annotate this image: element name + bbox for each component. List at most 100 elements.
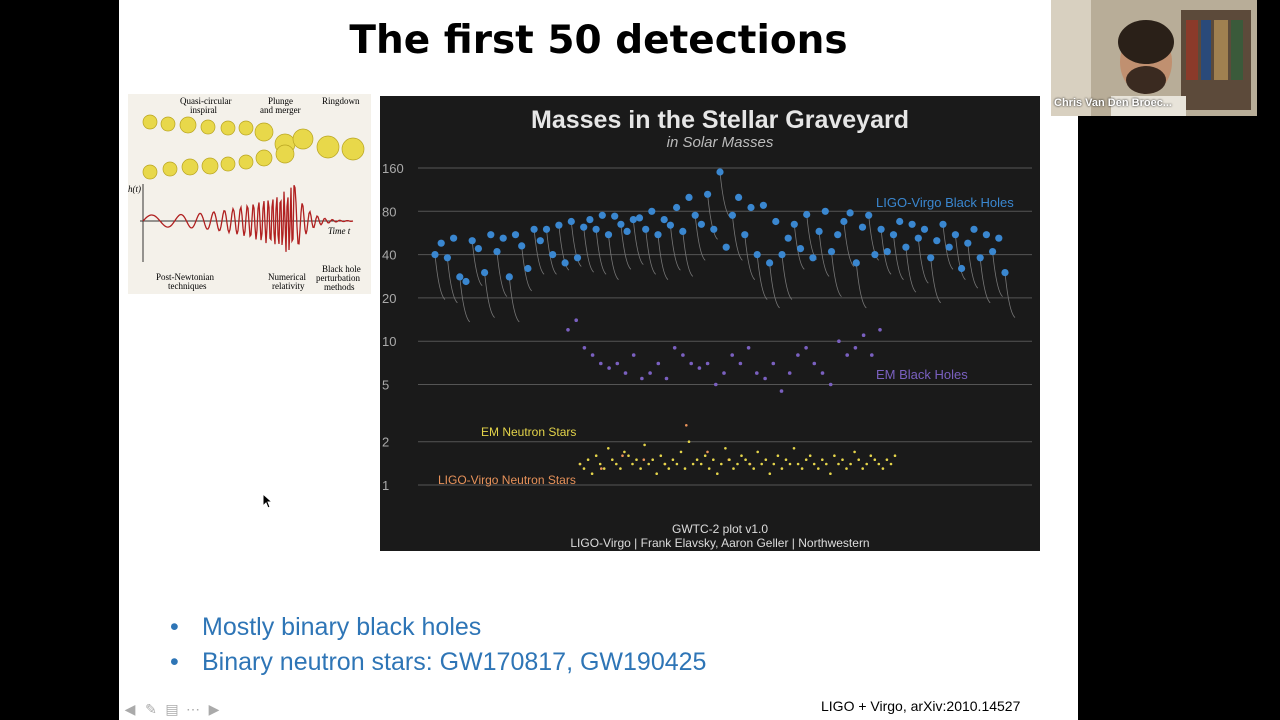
bullet-item: • Binary neutron stars: GW170817, GW19042… [170, 645, 706, 680]
point-em-neutron-stars-67 [849, 462, 852, 466]
merger-link [496, 251, 508, 297]
point-ligo-virgo-black-holes-37 [660, 216, 668, 224]
point-em-neutron-stars-20 [659, 454, 663, 458]
point-ligo-virgo-black-holes-2 [443, 254, 451, 262]
slide-title: The first 50 detections [349, 18, 848, 63]
merger-link [781, 254, 793, 300]
point-em-neutron-stars-28 [691, 462, 695, 466]
point-ligo-virgo-black-holes-78 [914, 234, 922, 242]
point-ligo-virgo-black-holes-70 [865, 211, 873, 219]
point-em-neutron-stars-33 [712, 458, 715, 462]
point-em-neutron-stars-18 [651, 458, 654, 462]
point-ligo-virgo-black-holes-4 [456, 273, 464, 281]
merger-link [447, 257, 458, 304]
point-ligo-virgo-black-holes-21 [561, 259, 569, 267]
point-ligo-virgo-black-holes-33 [635, 214, 644, 222]
point-em-neutron-stars-60 [821, 458, 824, 462]
point-em-black-holes-23 [755, 371, 759, 375]
merger-link [769, 262, 780, 309]
point-em-neutron-stars-24 [675, 462, 679, 466]
point-ligo-virgo-black-holes-77 [908, 220, 916, 228]
point-em-neutron-stars-75 [881, 467, 885, 470]
merger-link [992, 251, 1003, 297]
point-em-black-holes-4 [599, 361, 603, 366]
point-em-black-holes-15 [689, 361, 693, 366]
bullet-text: Mostly binary black holes [202, 613, 482, 641]
point-ligo-virgo-black-holes-60 [803, 210, 811, 219]
merger-link [843, 221, 855, 267]
point-em-neutron-stars-44 [756, 450, 759, 454]
point-em-neutron-stars-54 [796, 462, 800, 466]
binary-ball-4 [220, 120, 236, 136]
point-em-neutron-stars-43 [752, 467, 755, 470]
point-ligo-virgo-black-holes-14 [518, 242, 526, 250]
point-ligo-virgo-black-holes-53 [759, 201, 767, 209]
point-em-neutron-stars-2 [586, 458, 590, 462]
point-em-neutron-stars-5 [598, 462, 602, 466]
point-em-neutron-stars-72 [869, 454, 873, 458]
point-em-black-holes-36 [861, 333, 866, 337]
point-em-neutron-stars-16 [643, 443, 646, 447]
point-ligo-virgo-black-holes-1 [437, 239, 445, 247]
merger-link [744, 234, 756, 281]
point-ligo-virgo-black-holes-56 [778, 251, 786, 259]
point-ligo-virgo-black-holes-19 [549, 251, 557, 259]
nr-label-1: Numerical [268, 272, 306, 282]
point-em-black-holes-2 [582, 346, 587, 350]
point-ligo-virgo-neutron-stars-6 [706, 450, 709, 454]
prev-slide-icon[interactable]: ◀ [124, 701, 136, 717]
point-em-neutron-stars-39 [736, 462, 739, 466]
point-em-black-holes-20 [730, 353, 734, 357]
webcam-tile[interactable]: Chris Van Den Broec... [1051, 0, 1257, 116]
binary-ball-8 [292, 128, 314, 150]
point-em-neutron-stars-17 [647, 462, 650, 466]
point-ligo-virgo-black-holes-39 [673, 203, 681, 212]
point-ligo-virgo-black-holes-50 [741, 231, 749, 239]
point-ligo-virgo-black-holes-85 [958, 264, 966, 273]
point-ligo-virgo-black-holes-38 [666, 221, 674, 229]
point-ligo-virgo-black-holes-13 [511, 231, 520, 239]
point-em-neutron-stars-50 [780, 467, 784, 470]
chart-marks [431, 168, 1016, 476]
point-em-neutron-stars-35 [720, 462, 723, 466]
point-ligo-virgo-black-holes-88 [976, 254, 984, 262]
point-em-neutron-stars-40 [740, 454, 743, 458]
point-ligo-virgo-black-holes-22 [567, 217, 575, 226]
slides-overview-icon[interactable]: ▤ [165, 701, 179, 717]
binary-ball-0 [142, 114, 158, 130]
point-em-neutron-stars-73 [873, 458, 877, 462]
merger-link [694, 215, 706, 261]
y-tick-label-160: 160 [382, 161, 404, 176]
point-em-neutron-stars-27 [687, 440, 691, 444]
point-em-black-holes-22 [746, 346, 751, 350]
x-axis-label: Time t [328, 226, 351, 236]
point-ligo-virgo-black-holes-91 [995, 234, 1003, 242]
pen-icon[interactable]: ✎ [145, 701, 157, 717]
legend-ligo-ns: LIGO-Virgo Neutron Stars [438, 473, 576, 487]
point-em-black-holes-14 [681, 353, 685, 357]
bh-label-2: perturbation [316, 273, 360, 283]
merger-link [905, 247, 917, 293]
y-tick-label-20: 20 [382, 291, 396, 306]
bullet-icon: • [170, 648, 179, 676]
point-ligo-virgo-black-holes-40 [679, 227, 687, 235]
point-ligo-virgo-black-holes-11 [499, 234, 507, 242]
bullet-text: Binary neutron stars: GW170817, GW190425 [202, 648, 707, 676]
point-em-neutron-stars-14 [635, 458, 638, 462]
binary-ball-10 [341, 137, 365, 161]
merger-link [942, 224, 954, 270]
point-ligo-virgo-black-holes-18 [542, 225, 551, 233]
next-slide-icon[interactable]: ▶ [208, 701, 220, 717]
point-em-black-holes-6 [615, 361, 620, 366]
merger-link [546, 229, 557, 275]
point-ligo-virgo-black-holes-20 [555, 221, 563, 229]
more-options-icon[interactable]: ⋯ [186, 701, 200, 717]
point-em-neutron-stars-76 [885, 458, 889, 462]
merger-label-1: Plunge [268, 96, 293, 106]
point-ligo-virgo-black-holes-73 [883, 248, 891, 256]
citation: LIGO + Virgo, arXiv:2010.14527 [821, 698, 1021, 714]
point-ligo-virgo-black-holes-34 [642, 225, 650, 233]
merger-link [570, 221, 582, 267]
point-em-neutron-stars-37 [728, 458, 731, 462]
point-em-neutron-stars-57 [808, 454, 812, 458]
